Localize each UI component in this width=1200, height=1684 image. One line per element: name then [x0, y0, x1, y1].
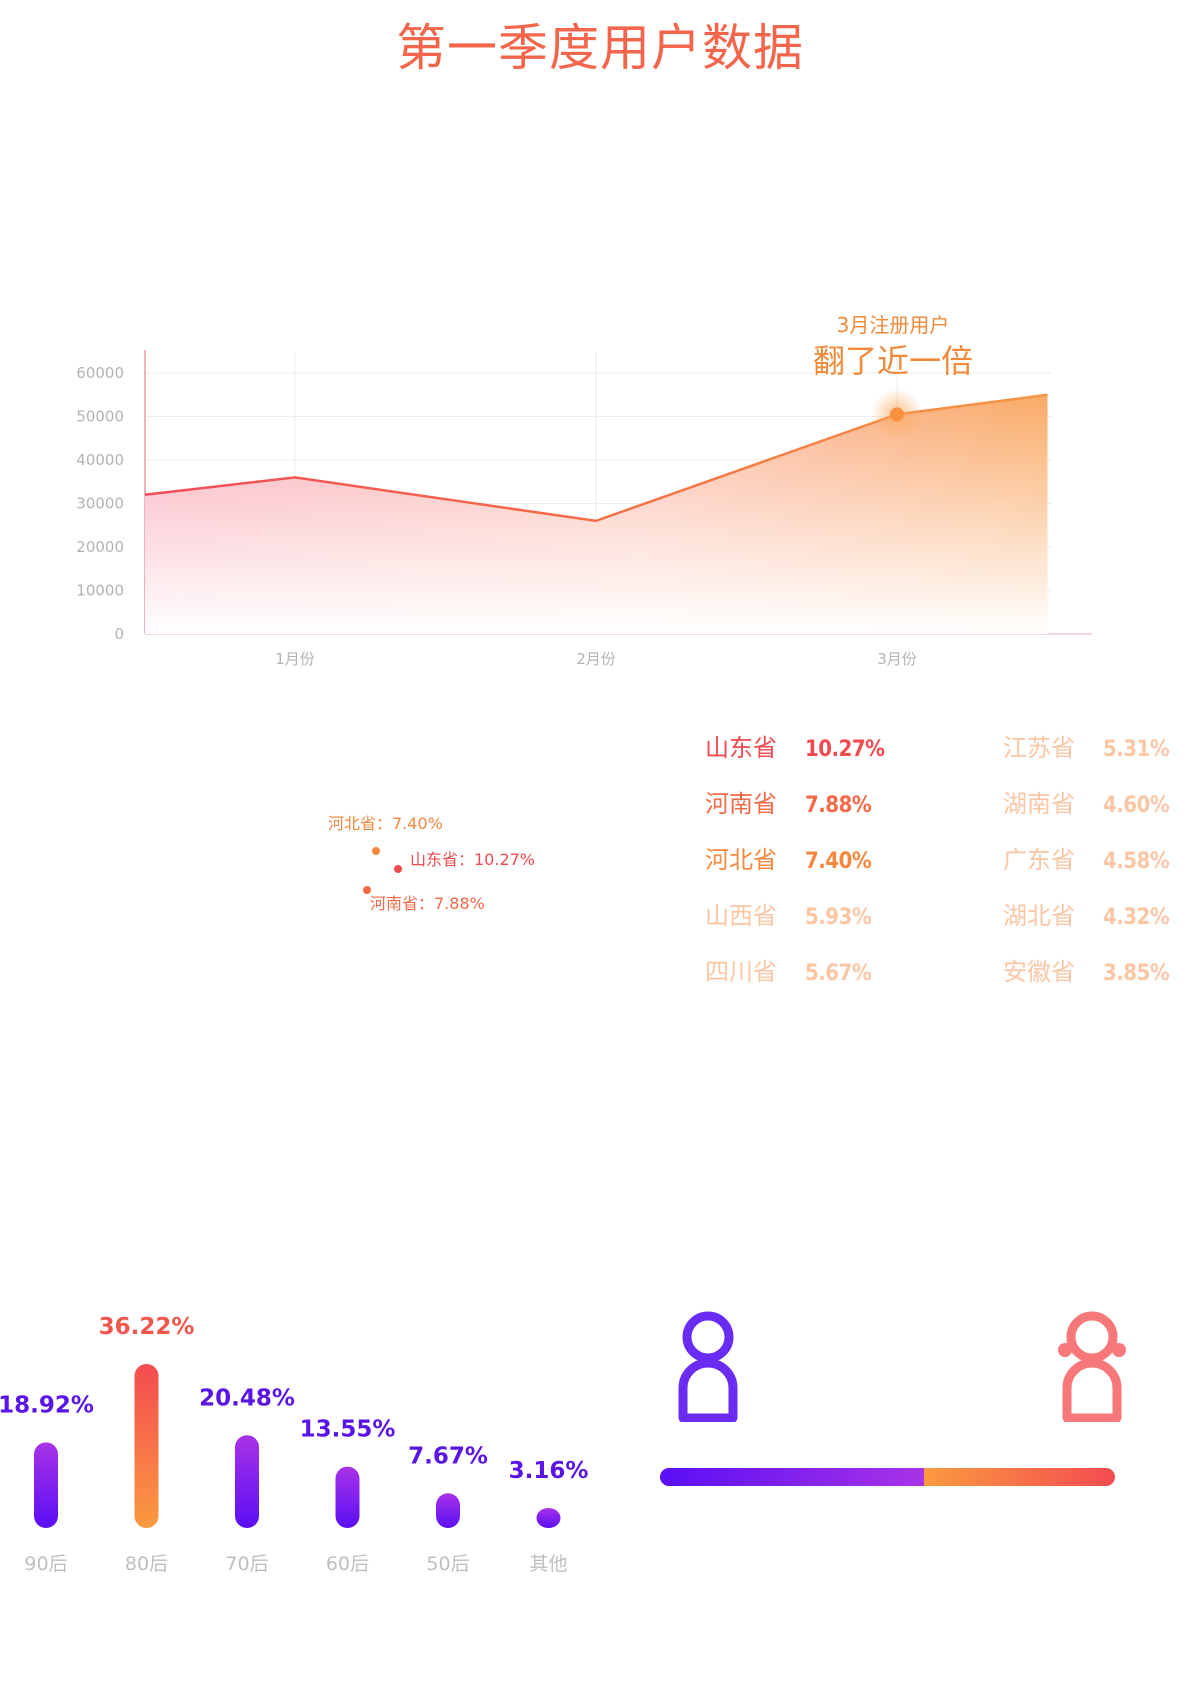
- age-category-label: 其他: [529, 1553, 567, 1575]
- province-name: 湖南省: [1003, 790, 1075, 818]
- age-bar: [235, 1435, 259, 1528]
- page-title: 第一季度用户数据: [396, 19, 804, 77]
- x-tick-label: 1月份: [275, 650, 315, 668]
- y-tick-label: 10000: [76, 582, 124, 600]
- y-tick-label: 30000: [76, 495, 124, 513]
- province-item: 四川省 5.67%: [705, 952, 872, 987]
- map-marker-dot: [394, 865, 402, 873]
- province-item: 湖北省 4.32%: [1003, 896, 1170, 931]
- map-marker-label: 山东省：10.27%: [410, 850, 536, 869]
- age-bar: [34, 1442, 58, 1528]
- province-item: 山东省 10.27%: [705, 728, 885, 763]
- province-value: 5.93%: [805, 905, 872, 930]
- age-category-label: 80后: [125, 1553, 168, 1575]
- province-item: 广东省 4.58%: [1003, 840, 1170, 875]
- map-marker-dot: [363, 886, 371, 894]
- province-value: 4.58%: [1103, 849, 1170, 874]
- annotation-big: 翻了近一倍: [813, 342, 973, 380]
- series-line: [144, 393, 1048, 523]
- age-category-label: 60后: [326, 1553, 369, 1575]
- highlight-point: [890, 407, 904, 422]
- province-ranking: 山东省 10.27% 河南省 7.88% 河北省 7.40% 山西省 5.93% 四川省 5.67…: [705, 728, 1185, 1008]
- province-name: 江苏省: [1003, 734, 1075, 762]
- province-item: 河南省 7.88%: [705, 784, 872, 819]
- gender-ratio: [660, 1310, 1130, 1490]
- province-name: 四川省: [705, 958, 777, 986]
- province-name: 山西省: [705, 902, 777, 930]
- province-value: 10.27%: [805, 737, 885, 762]
- y-tick-label: 40000: [76, 451, 124, 469]
- female-share-segment: [923, 1468, 1115, 1486]
- age-value-label: 20.48%: [199, 1385, 295, 1411]
- y-tick-label: 0: [114, 625, 124, 643]
- province-value: 5.67%: [805, 961, 872, 986]
- area-fade: [145, 394, 1048, 634]
- province-name: 湖北省: [1003, 902, 1075, 930]
- age-bar: [536, 1508, 561, 1528]
- province-value: 3.85%: [1103, 961, 1170, 986]
- age-category-label: 90后: [24, 1553, 67, 1575]
- age-bar: [134, 1364, 159, 1528]
- province-item: 山西省 5.93%: [705, 896, 872, 931]
- province-value: 7.88%: [805, 793, 872, 818]
- gender-ratio-bar: [660, 1468, 1115, 1486]
- male-icon: [678, 1311, 738, 1422]
- map-marker-dot: [372, 847, 380, 855]
- female-icon: [1058, 1311, 1126, 1422]
- y-tick-label: 50000: [76, 408, 124, 426]
- province-name: 河北省: [705, 846, 777, 874]
- province-item: 安徽省 3.85%: [1003, 952, 1170, 987]
- age-category-label: 70后: [225, 1553, 268, 1575]
- province-value: 7.40%: [805, 849, 872, 874]
- age-bar: [335, 1466, 360, 1528]
- male-share-segment: [660, 1468, 924, 1486]
- age-value-label: 36.22%: [99, 1314, 195, 1340]
- province-value: 4.60%: [1103, 793, 1170, 818]
- province-name: 山东省: [705, 734, 777, 762]
- age-category-label: 50后: [426, 1553, 469, 1575]
- province-value: 4.32%: [1103, 905, 1170, 930]
- map-marker-label: 河南省：7.88%: [370, 894, 485, 913]
- province-item: 湖南省 4.60%: [1003, 784, 1170, 819]
- map-marker-label: 河北省：7.40%: [328, 814, 443, 833]
- province-value: 5.31%: [1103, 737, 1170, 762]
- age-value-label: 3.16%: [509, 1458, 589, 1484]
- age-distribution-chart: 18.92% 90后 36.22% 80后 20.48% 70后 13.55% 60后 7.67…: [0, 1314, 589, 1575]
- y-tick-label: 20000: [76, 538, 124, 556]
- age-bar: [436, 1493, 460, 1528]
- user-trend-area-chart: 0 10000 20000 30000 40000 50000 60000 1月份 2月份 3月…: [76, 313, 1092, 668]
- y-tick-label: 60000: [76, 364, 124, 382]
- province-name: 安徽省: [1003, 958, 1075, 986]
- annotation-small: 3月注册用户: [837, 313, 950, 337]
- x-tick-label: 2月份: [576, 650, 616, 668]
- province-item: 河北省 7.40%: [705, 840, 872, 875]
- province-name: 广东省: [1003, 846, 1075, 874]
- age-value-label: 13.55%: [300, 1417, 396, 1443]
- age-value-label: 7.67%: [408, 1443, 488, 1469]
- age-value-label: 18.92%: [0, 1392, 94, 1418]
- province-item: 江苏省 5.31%: [1003, 728, 1170, 763]
- province-name: 河南省: [705, 790, 777, 818]
- x-tick-label: 3月份: [877, 650, 917, 668]
